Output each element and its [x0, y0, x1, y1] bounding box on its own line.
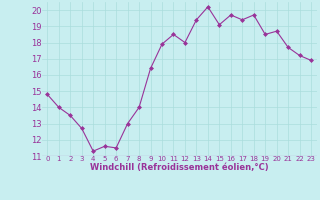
X-axis label: Windchill (Refroidissement éolien,°C): Windchill (Refroidissement éolien,°C): [90, 163, 268, 172]
